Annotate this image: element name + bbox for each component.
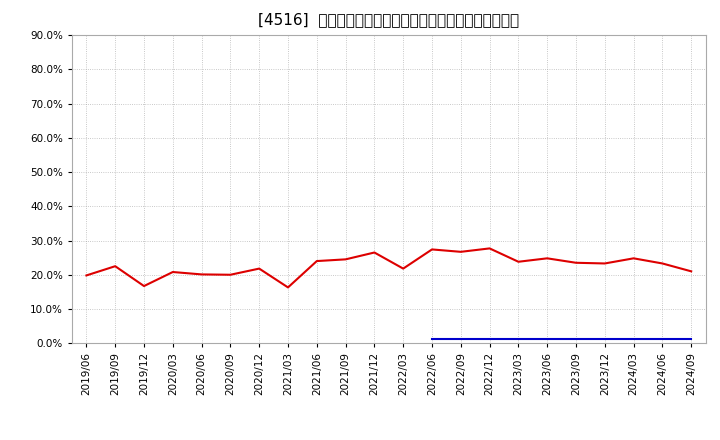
有利子負債 [456,336,465,341]
現頲金 [572,260,580,265]
現頲金 [514,259,523,264]
有利子負債 [514,336,523,341]
有利子負債 [485,336,494,341]
現頲金 [226,272,235,277]
有利子負債 [543,336,552,341]
現頲金 [284,285,292,290]
現頲金 [629,256,638,261]
有利子負債 [572,336,580,341]
Title: [4516]  現頲金、有利子負債の総資産に対する比率の推移: [4516] 現頲金、有利子負債の総資産に対する比率の推移 [258,12,519,27]
現頲金 [456,249,465,254]
有利子負債 [658,336,667,341]
現頲金 [370,250,379,255]
現頲金 [399,266,408,271]
有利子負債 [687,336,696,341]
現頲金 [168,269,177,275]
現頲金 [82,273,91,278]
有利子負債 [428,336,436,341]
現頲金 [197,272,206,277]
現頲金 [111,264,120,269]
現頲金 [140,283,148,289]
現頲金 [600,261,609,266]
現頲金 [687,269,696,274]
現頲金 [428,247,436,252]
現頲金 [255,266,264,271]
現頲金 [341,257,350,262]
現頲金 [543,256,552,261]
現頲金 [658,261,667,266]
有利子負債 [629,336,638,341]
Line: 現頲金: 現頲金 [86,249,691,287]
有利子負債 [600,336,609,341]
現頲金 [312,258,321,264]
現頲金 [485,246,494,251]
